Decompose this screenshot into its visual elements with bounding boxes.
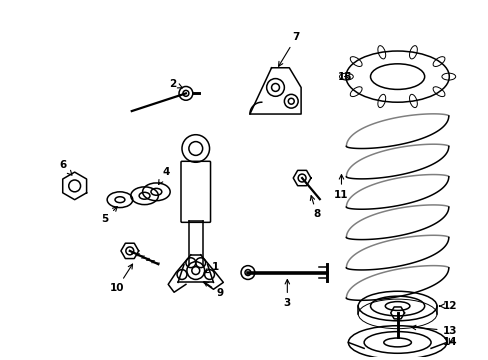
Text: 12: 12 (439, 301, 456, 311)
Text: 8: 8 (310, 195, 320, 220)
Text: 5: 5 (102, 207, 117, 224)
Text: 13: 13 (410, 325, 456, 336)
Text: 14: 14 (442, 337, 456, 347)
Text: 3: 3 (283, 279, 290, 308)
Text: 4: 4 (158, 167, 169, 184)
Text: 11: 11 (333, 175, 348, 200)
Text: 6: 6 (59, 160, 72, 175)
Text: 1: 1 (204, 262, 219, 273)
Text: 9: 9 (203, 282, 224, 298)
Text: 15: 15 (338, 72, 352, 82)
Text: 7: 7 (278, 32, 299, 66)
Text: 2: 2 (169, 78, 182, 89)
Text: 10: 10 (109, 264, 132, 293)
